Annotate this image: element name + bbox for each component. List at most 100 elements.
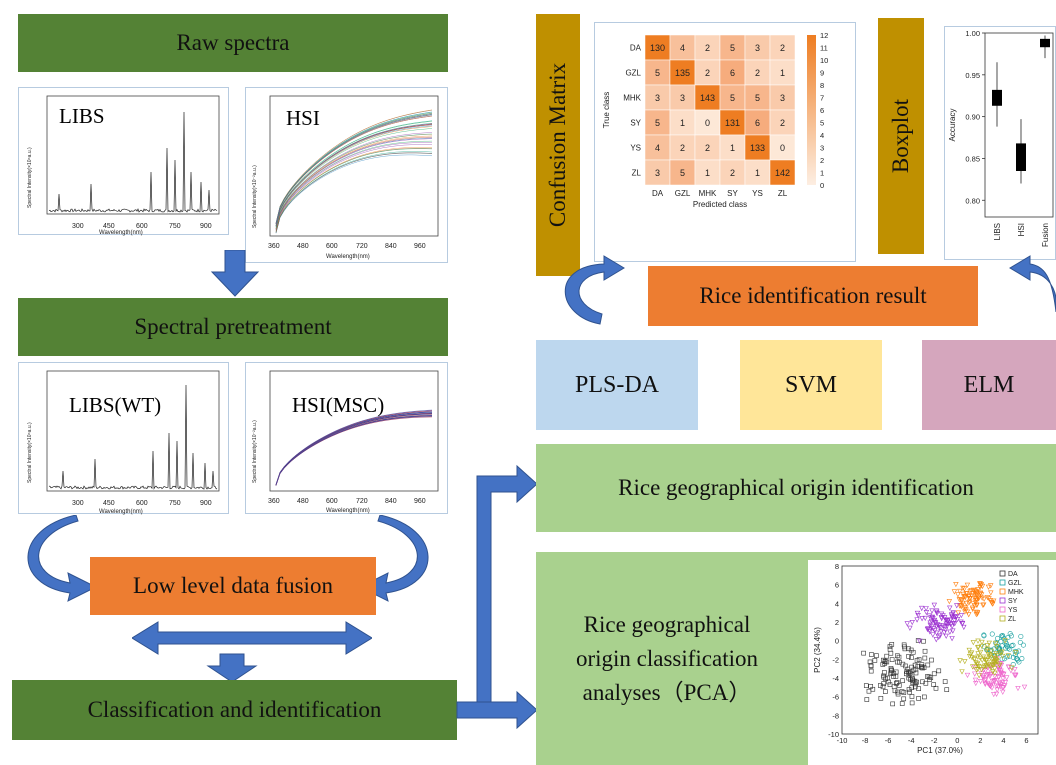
cm-cell	[644, 109, 671, 136]
classification-box: Classification and identification	[12, 680, 457, 740]
pca-point	[1002, 638, 1008, 644]
cm-cell	[744, 34, 771, 61]
pca-point	[993, 657, 1000, 663]
pca-ytick: -2	[832, 655, 839, 664]
boxplot-chart: 1.00 0.95 0.90 0.85 0.80 Accuracy LIBS HSI Fusio…	[948, 29, 1054, 247]
svm-box: SVM	[740, 340, 882, 430]
cm-cell	[719, 34, 746, 61]
cm-cell-value: 135	[675, 68, 690, 78]
cm-y-title: True class	[602, 92, 611, 129]
pca-point	[994, 644, 1000, 650]
pca-point	[979, 643, 985, 650]
pca-point	[954, 603, 960, 609]
libs-raw-x4: 900	[200, 223, 212, 230]
pca-point	[952, 621, 958, 627]
pca-point	[949, 613, 955, 619]
confusion-matrix-panel: True class DA DA 130 4 2 5 3 2 GZL GZL 5 135 2 6 2 1 MHK M…	[594, 22, 856, 262]
cm-cell	[744, 84, 771, 111]
origin-identification-box: Rice geographical origin identification	[536, 444, 1056, 532]
pca-point	[988, 665, 994, 671]
pca-point	[986, 682, 992, 688]
libs-wt-label: LIBS(WT)	[69, 393, 162, 417]
libs-wt-ylabel: Spectral Intensity(×10⁴a.u.)	[27, 422, 33, 483]
bp-xtick: Fusion	[1041, 223, 1050, 247]
pca-point	[1021, 684, 1028, 690]
pca-point	[937, 633, 943, 639]
pca-point	[993, 683, 1000, 689]
pca-point	[931, 618, 937, 624]
pca-point	[932, 628, 938, 634]
cm-colorbar-tick: 1	[820, 169, 824, 178]
pca-point	[1016, 659, 1022, 665]
pca-point	[1012, 667, 1018, 673]
pca-point	[940, 613, 946, 619]
libs-wt-x3: 750	[169, 500, 181, 507]
pca-point	[861, 650, 866, 656]
cm-cell-value: 5	[730, 93, 735, 103]
pca-point	[966, 593, 972, 599]
pca-point	[930, 632, 936, 638]
pca-point	[958, 597, 964, 603]
pca-point	[878, 695, 884, 701]
cm-cell-value: 1	[780, 68, 785, 78]
pca-legend-marker	[999, 570, 1006, 577]
cm-cell-value: 1	[755, 168, 760, 178]
cm-cell	[769, 59, 796, 86]
cm-cell-value: 3	[680, 93, 685, 103]
pca-point	[957, 603, 963, 609]
pca-point	[989, 685, 995, 691]
pca-point	[880, 684, 886, 690]
pca-point	[991, 653, 997, 659]
hsi-raw-x5: 960	[414, 243, 426, 250]
pca-legend-marker	[999, 588, 1006, 595]
pca-point	[992, 666, 998, 672]
pca-point	[909, 677, 915, 683]
pca-point	[975, 644, 982, 650]
pca-point	[977, 679, 984, 685]
cm-colorbar-tick: 7	[820, 94, 824, 103]
pca-point	[1018, 633, 1024, 639]
pca-legend-label: MHK	[1008, 589, 1024, 596]
pca-point	[890, 701, 895, 707]
cm-cell	[769, 84, 796, 111]
cm-cell-value: 143	[700, 93, 715, 103]
libs-wt-x1: 450	[103, 500, 115, 507]
pca-xtick: -4	[908, 736, 915, 745]
pca-xtick: 0	[955, 736, 959, 745]
confusion-matrix-label: Confusion Matrix	[545, 62, 571, 228]
cm-cell-value: 2	[705, 43, 710, 53]
pca-point	[983, 648, 990, 654]
pca-point	[983, 663, 989, 669]
hsi-msc-x3: 720	[356, 498, 368, 505]
pca-point	[900, 678, 905, 684]
pca-point	[888, 669, 894, 675]
pca-point	[942, 627, 949, 633]
pca-point	[909, 620, 915, 626]
pca-point	[889, 642, 895, 647]
cm-colorbar-tick: 3	[820, 144, 824, 153]
pca-point	[941, 630, 947, 636]
pca-point	[953, 615, 959, 621]
pca-point	[922, 694, 927, 700]
pca-xtick: -2	[931, 736, 938, 745]
pca-point	[895, 653, 900, 659]
pca-point	[938, 625, 944, 631]
pca-point	[1010, 642, 1016, 648]
pca-point	[930, 626, 937, 632]
pca-ytick: 6	[835, 581, 839, 590]
cm-colorbar-tick: 2	[820, 156, 824, 165]
pca-point	[955, 592, 961, 598]
pca-legend-label: SY	[1008, 598, 1018, 605]
cm-cell-value: 133	[750, 143, 765, 153]
pca-point	[964, 609, 971, 615]
pca-point	[931, 671, 937, 677]
libs-wt-x2: 600	[136, 500, 148, 507]
pca-point	[1012, 652, 1018, 658]
pca-point	[975, 638, 981, 644]
pca-point	[958, 619, 964, 625]
pca-point	[915, 613, 921, 619]
cm-row-label: SY	[630, 119, 641, 128]
pca-point	[1012, 672, 1019, 678]
pca-point	[884, 659, 890, 665]
pca-point	[949, 636, 955, 642]
